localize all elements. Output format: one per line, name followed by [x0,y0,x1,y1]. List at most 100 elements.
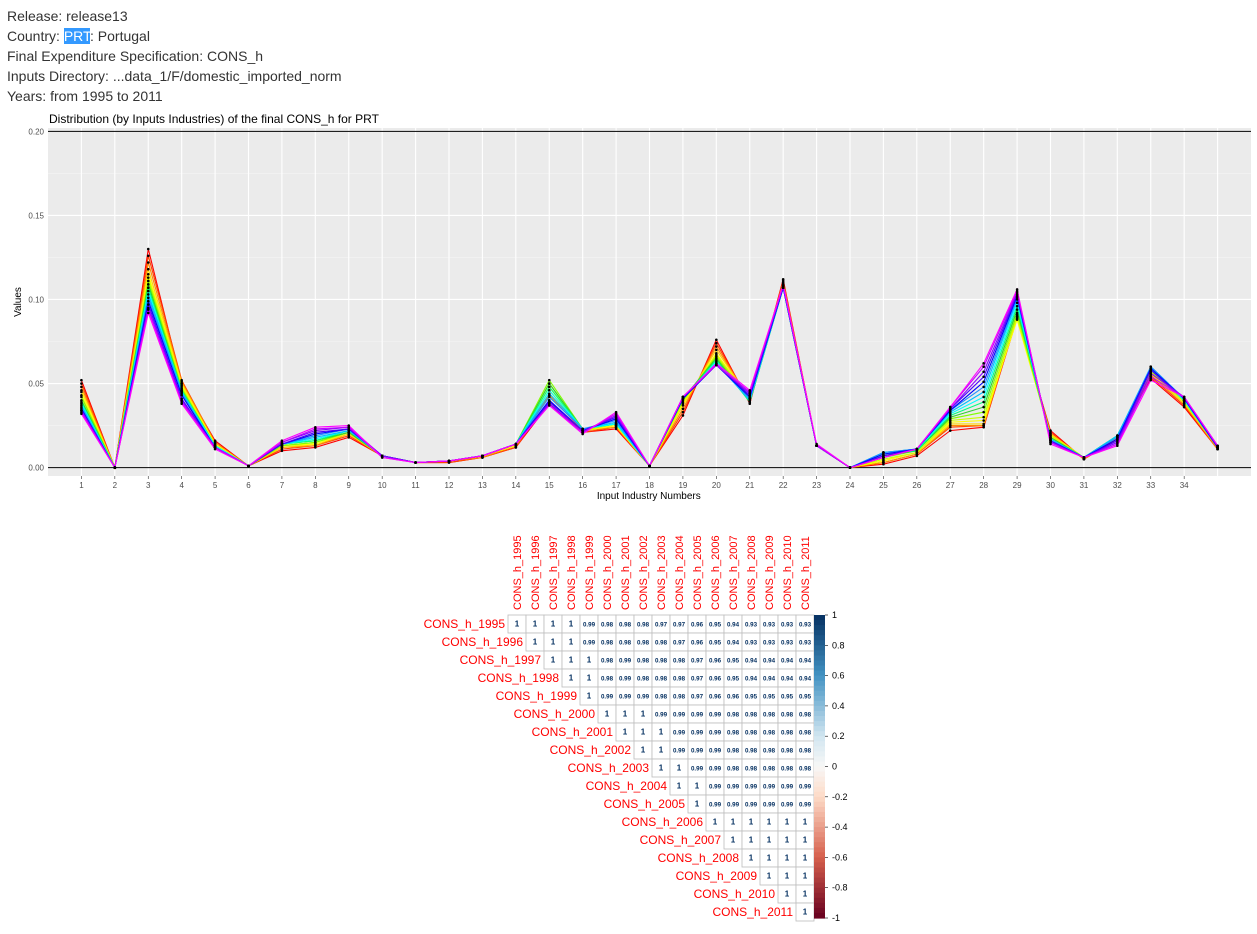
column-label: CONS_h_2009 [764,535,776,610]
cell-value: 1 [749,836,754,845]
column-label: CONS_h_1999 [584,535,596,610]
cell-value: 0.95 [727,658,740,665]
data-point [314,425,317,429]
row-label: CONS_h_1996 [442,635,524,649]
cell-value: 0.93 [763,622,776,629]
cell-value: 1 [713,818,718,827]
cell-value: 0.99 [619,676,632,683]
cell-value: 0.95 [781,694,794,701]
data-point [715,345,718,348]
cell-value: 0.98 [673,658,686,665]
cell-value: 0.99 [619,694,632,701]
cell-value: 0.98 [727,730,740,737]
data-point [848,466,852,469]
cell-value: 0.93 [763,640,776,647]
column-label: CONS_h_1995 [512,535,524,610]
colorbar-segment [814,620,825,626]
cell-value: 0.98 [619,640,632,647]
cell-value: 0.98 [763,712,776,719]
colorbar-segment [814,680,825,687]
cell-value: 0.98 [637,676,650,683]
colorbar-segment [814,801,825,808]
data-point [1015,308,1019,311]
column-label: CONS_h_2006 [710,535,722,610]
colorbar-segment [814,786,825,793]
column-label: CONS_h_2011 [800,536,812,610]
country-name: : Portugal [90,28,150,44]
row-label: CONS_h_1998 [478,671,560,685]
colorbar-segment [814,640,825,646]
colorbar-tick-label: 0 [832,762,837,772]
cell-value: 1 [569,674,574,683]
x-tick-label: 27 [946,481,955,490]
cell-value: 1 [515,620,520,629]
cell-value: 0.98 [727,766,740,773]
data-point [1182,395,1186,399]
cell-value: 0.98 [637,658,650,665]
colorbar-segment [814,852,825,858]
data-point [547,392,551,395]
cell-value: 1 [551,638,556,647]
cell-value: 0.98 [745,748,758,755]
cell-value: 0.96 [691,640,704,647]
cell-value: 1 [587,674,592,683]
colorbar-segment [814,887,825,894]
data-point [347,424,351,427]
data-point [715,348,718,352]
cell-value: 0.99 [619,658,632,665]
colorbar-segment [814,655,825,662]
colorbar-segment [814,796,825,803]
colorbar-segment [814,781,825,788]
data-point [180,394,183,397]
row-label: CONS_h_2009 [676,869,758,883]
cell-value: 0.99 [709,712,722,719]
colorbar-segment [814,751,825,757]
cell-value: 1 [659,764,664,773]
data-point [146,296,150,300]
colorbar-segment [814,630,825,636]
colorbar-segment [814,615,825,621]
x-tick-label: 18 [645,481,654,490]
cell-value: 1 [785,872,790,881]
colorbar-segment [814,882,825,889]
cell-value: 0.95 [709,622,722,629]
data-point [481,454,484,458]
cell-value: 1 [659,728,664,737]
row-label: CONS_h_2004 [586,779,668,793]
data-point [681,395,685,399]
cell-value: 0.99 [601,694,614,701]
data-point [982,365,985,369]
cell-value: 0.99 [799,802,812,809]
data-point [982,422,985,426]
cell-value: 1 [605,710,610,719]
cell-value: 1 [587,692,592,701]
cell-value: 0.98 [601,658,614,665]
cell-value: 0.98 [745,730,758,737]
cell-value: 0.99 [709,766,722,773]
cell-value: 0.93 [745,622,758,629]
colorbar-segment [814,685,825,692]
x-tick-label: 24 [846,481,855,490]
cell-value: 0.94 [799,676,812,683]
data-point [681,407,685,411]
data-point [247,464,250,468]
cell-value: 1 [569,638,574,647]
data-point [581,432,584,436]
cell-value: 0.98 [655,640,668,647]
cell-value: 0.98 [637,640,650,647]
colorbar-segment [814,907,825,914]
final-spec-line: Final Expenditure Specification: CONS_h [7,48,264,64]
cell-value: 1 [767,854,772,863]
x-tick-label: 31 [1079,481,1088,490]
cell-value: 1 [677,764,682,773]
colorbar-tick-label: 0.2 [832,731,845,741]
cell-value: 0.94 [763,658,776,665]
data-point [1015,311,1019,315]
cell-value: 0.99 [709,748,722,755]
data-point [146,299,150,303]
cell-value: 0.99 [691,730,704,737]
data-point [80,378,83,382]
x-tick-label: 32 [1113,481,1122,490]
data-point [146,279,150,283]
inputs-dir-line: Inputs Directory: ...data_1/F/domestic_i… [7,68,342,84]
